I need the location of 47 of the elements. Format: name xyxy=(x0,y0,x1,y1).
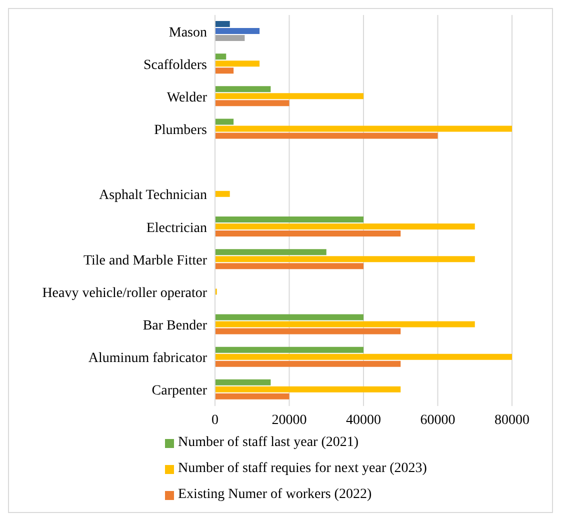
bar xyxy=(215,224,475,230)
y-tick-label: Bar Bender xyxy=(142,318,208,334)
y-tick-label: Plumbers xyxy=(154,123,207,138)
bar xyxy=(215,132,438,139)
bar xyxy=(215,54,226,60)
bar xyxy=(215,28,260,34)
x-tick-label: 40000 xyxy=(346,412,381,428)
bar xyxy=(215,100,290,106)
bar xyxy=(215,216,364,222)
y-tick-label: Asphalt Technician xyxy=(98,188,207,204)
y-tick-label: Tile and Marble Fitter xyxy=(83,253,208,268)
legend-label: Number of staff last year (2021) xyxy=(178,435,359,451)
legend-label: Existing Numer of workers (2022) xyxy=(178,487,372,503)
bar xyxy=(215,360,401,367)
y-tick-label: Carpenter xyxy=(152,384,208,399)
bar xyxy=(215,230,401,236)
bar xyxy=(215,60,260,67)
x-tick-label: 80000 xyxy=(494,412,530,428)
y-tick-label: Aluminum fabricator xyxy=(88,351,208,366)
y-tick-label: Electrician xyxy=(146,220,207,236)
bar xyxy=(215,379,271,386)
bar xyxy=(215,393,290,400)
x-tick-label: 0 xyxy=(212,412,218,428)
bar xyxy=(215,386,401,392)
bar xyxy=(215,263,364,270)
bar xyxy=(215,126,512,132)
y-tick-label: Welder xyxy=(166,90,208,106)
x-tick-label: 20000 xyxy=(272,412,307,428)
bar xyxy=(215,86,271,92)
bar xyxy=(215,314,364,320)
legend-label: Number of staff requies for next year (2023) xyxy=(178,461,427,477)
bar xyxy=(215,249,326,256)
bar xyxy=(215,256,475,262)
bar xyxy=(215,93,364,100)
bar xyxy=(215,328,401,334)
bar xyxy=(215,35,245,41)
y-tick-label: Mason xyxy=(168,25,207,40)
y-tick-label: Scaffolders xyxy=(144,58,207,73)
bar xyxy=(215,321,475,328)
x-tick-label: 60000 xyxy=(420,412,456,428)
bar xyxy=(215,190,230,197)
bar xyxy=(215,346,364,353)
bar xyxy=(215,68,234,74)
bar xyxy=(215,118,234,125)
y-tick-label: Heavy vehicle/roller operator xyxy=(42,286,208,301)
bar xyxy=(215,21,230,27)
bar xyxy=(215,354,512,360)
